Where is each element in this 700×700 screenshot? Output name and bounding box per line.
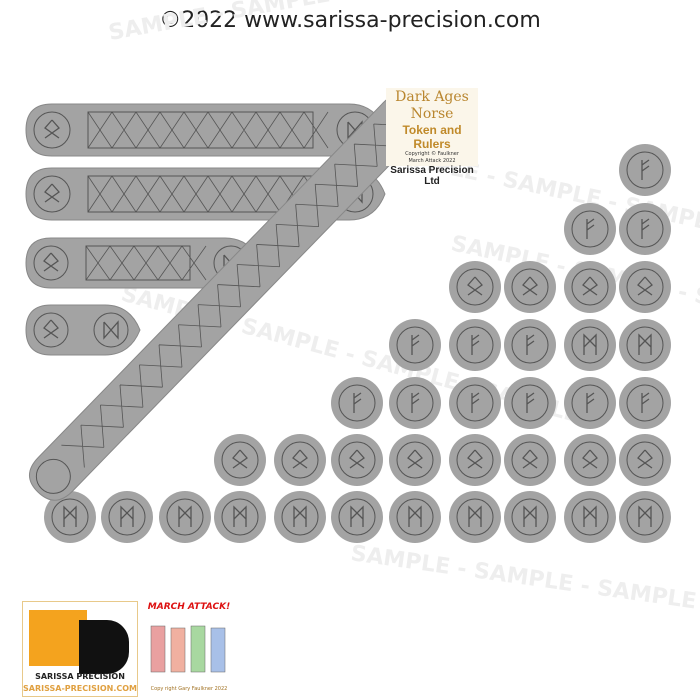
rune-token — [274, 491, 326, 543]
rune-token — [564, 434, 616, 486]
rune-token — [274, 434, 326, 486]
watermark-text: SAMPLE - SAMPLE - SAMPLE - SAMPLE — [107, 0, 577, 46]
title-line6: Sarissa Precision Ltd — [390, 165, 474, 187]
rune-token — [504, 434, 556, 486]
soldiers-illustration — [150, 625, 226, 673]
rune-token — [449, 261, 501, 313]
march-attack-logo: MARCH ATTACK! Copy right Gary Faulkner 2… — [145, 602, 233, 694]
watermark-text: SAMPLE - SAMPLE - SAMPLE - SAMPLE — [349, 541, 700, 632]
rune-token — [331, 377, 383, 429]
title-line5: March Attack 2022 — [408, 158, 456, 164]
rune-token — [619, 203, 671, 255]
title-line1: Dark Ages — [395, 89, 469, 105]
title-box: Dark Ages Norse Token and Rulers Copyrig… — [386, 88, 478, 187]
logo-s-shape — [29, 610, 87, 666]
rune-token — [619, 261, 671, 313]
rune-token — [564, 377, 616, 429]
rune-token — [449, 434, 501, 486]
logo-url: SARISSA-PRECISION.COM — [23, 684, 138, 693]
copyright-header: ©2022 www.sarissa-precision.com — [159, 8, 541, 33]
rune-token — [504, 491, 556, 543]
title-line4: Copyright © Faulkner — [405, 151, 459, 157]
rune-token — [331, 434, 383, 486]
rune-token — [214, 434, 266, 486]
rune-token — [504, 261, 556, 313]
ruler — [25, 103, 386, 157]
rune-token — [504, 377, 556, 429]
rune-token — [619, 144, 671, 196]
ma-title: MARCH ATTACK! — [147, 602, 231, 612]
title-line3: Token and Rulers — [402, 123, 462, 151]
logo-name: SARISSA PRECISION — [35, 672, 125, 681]
rune-token — [44, 491, 96, 543]
ruler — [25, 304, 141, 356]
rune-token — [619, 434, 671, 486]
rune-token — [504, 319, 556, 371]
rune-token — [449, 319, 501, 371]
rune-token — [449, 377, 501, 429]
rune-token — [159, 491, 211, 543]
title-line2: Norse — [410, 106, 454, 122]
rune-token — [564, 261, 616, 313]
rune-token — [389, 434, 441, 486]
rune-token — [564, 319, 616, 371]
rune-token — [389, 491, 441, 543]
logo-p-shape — [79, 620, 129, 674]
rune-token — [214, 491, 266, 543]
rune-token — [564, 491, 616, 543]
rune-token — [619, 319, 671, 371]
sarissa-logo: SARISSA PRECISION SARISSA-PRECISION.COM — [22, 601, 138, 697]
rune-token — [331, 491, 383, 543]
rune-token — [389, 377, 441, 429]
rune-token — [619, 377, 671, 429]
rune-token — [619, 491, 671, 543]
rune-token — [101, 491, 153, 543]
rune-token — [389, 319, 441, 371]
ma-copyright: Copy right Gary Faulkner 2022 — [150, 686, 228, 692]
rune-token — [564, 203, 616, 255]
rune-token — [449, 491, 501, 543]
